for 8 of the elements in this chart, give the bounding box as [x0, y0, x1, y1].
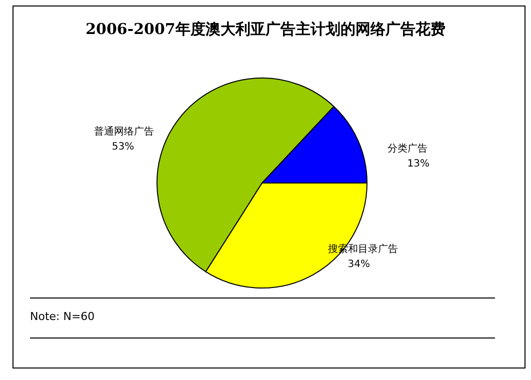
slice-label: 搜索和目录广告 — [328, 243, 398, 256]
data-label: 53% — [112, 142, 134, 153]
slice-label: 分类广告 — [387, 142, 428, 155]
chart-title: 2006-2007年度澳大利亚广告主计划的网络广告花费 — [86, 20, 446, 38]
text: Note: N=60 — [30, 310, 95, 323]
slice-label: 普通网络广告 — [94, 126, 154, 138]
data-label: 34% — [348, 259, 370, 270]
data-label: 13% — [407, 158, 430, 170]
